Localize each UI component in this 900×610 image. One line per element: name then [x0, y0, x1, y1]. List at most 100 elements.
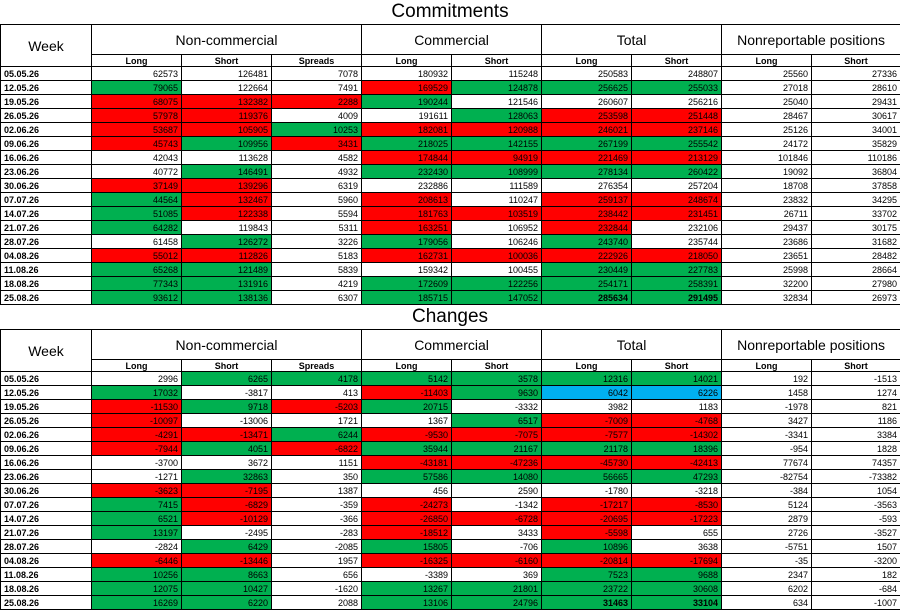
value-cell: 57978 [92, 109, 182, 123]
sub-header: Long [362, 55, 452, 67]
week-cell: 12.05.26 [1, 81, 92, 95]
value-cell: 3578 [452, 372, 542, 386]
value-cell: 108999 [452, 165, 542, 179]
value-cell: 256216 [632, 95, 722, 109]
value-cell: 13106 [362, 596, 452, 610]
sub-header: Long [92, 55, 182, 67]
value-cell: -8530 [632, 498, 722, 512]
value-cell: 21178 [542, 442, 632, 456]
value-cell: 61458 [92, 235, 182, 249]
value-cell: 278134 [542, 165, 632, 179]
value-cell: 218050 [632, 249, 722, 263]
value-cell: -684 [812, 582, 900, 596]
week-cell: 18.08.26 [1, 582, 92, 596]
value-cell: 181763 [362, 207, 452, 221]
week-header: Week [1, 330, 92, 372]
week-cell: 05.05.26 [1, 372, 92, 386]
value-cell: 6202 [722, 582, 812, 596]
value-cell: 253598 [542, 109, 632, 123]
value-cell: 32863 [182, 470, 272, 484]
value-cell: -706 [452, 540, 542, 554]
value-cell: 142155 [452, 137, 542, 151]
value-cell: 8663 [182, 568, 272, 582]
value-cell: 3433 [452, 526, 542, 540]
value-cell: 227783 [632, 263, 722, 277]
value-cell: 138136 [182, 291, 272, 305]
value-cell: -954 [722, 442, 812, 456]
value-cell: 28482 [812, 249, 900, 263]
value-cell: 56665 [542, 470, 632, 484]
value-cell: 3982 [542, 400, 632, 414]
week-header: Week [1, 25, 92, 67]
value-cell: 30617 [812, 109, 900, 123]
value-cell: -6728 [452, 512, 542, 526]
value-cell: 182 [812, 568, 900, 582]
value-cell: 36804 [812, 165, 900, 179]
value-cell: 1957 [272, 554, 362, 568]
sub-header: Short [632, 55, 722, 67]
value-cell: 7523 [542, 568, 632, 582]
value-cell: -3200 [812, 554, 900, 568]
value-cell: 122338 [182, 207, 272, 221]
value-cell: -3700 [92, 456, 182, 470]
value-cell: 257204 [632, 179, 722, 193]
value-cell: -6160 [452, 554, 542, 568]
value-cell: 15805 [362, 540, 452, 554]
value-cell: 23686 [722, 235, 812, 249]
week-cell: 28.07.26 [1, 235, 92, 249]
value-cell: 4219 [272, 277, 362, 291]
week-cell: 04.08.26 [1, 249, 92, 263]
value-cell: 110186 [812, 151, 900, 165]
value-cell: 35829 [812, 137, 900, 151]
value-cell: 5960 [272, 193, 362, 207]
week-cell: 02.06.26 [1, 428, 92, 442]
value-cell: -17694 [632, 554, 722, 568]
sub-header: Long [542, 360, 632, 372]
value-cell: 185715 [362, 291, 452, 305]
value-cell: 6521 [92, 512, 182, 526]
value-cell: 23651 [722, 249, 812, 263]
value-cell: 821 [812, 400, 900, 414]
value-cell: -17223 [632, 512, 722, 526]
value-cell: 109956 [182, 137, 272, 151]
value-cell: -7944 [92, 442, 182, 456]
value-cell: 5142 [362, 372, 452, 386]
value-cell: 33702 [812, 207, 900, 221]
value-cell: 238442 [542, 207, 632, 221]
commitments-table: Week Non-commercial Commercial Total Non… [0, 24, 900, 305]
value-cell: 111589 [452, 179, 542, 193]
sub-header: Short [812, 360, 900, 372]
value-cell: -16325 [362, 554, 452, 568]
commitments-title: Commitments [0, 0, 900, 24]
week-cell: 04.08.26 [1, 554, 92, 568]
value-cell: 259137 [542, 193, 632, 207]
week-cell: 16.06.26 [1, 151, 92, 165]
value-cell: 7491 [272, 81, 362, 95]
value-cell: -5203 [272, 400, 362, 414]
value-cell: 32834 [722, 291, 812, 305]
value-cell: 37858 [812, 179, 900, 193]
value-cell: -3527 [812, 526, 900, 540]
changes-table: Week Non-commercial Commercial Total Non… [0, 329, 900, 610]
value-cell: 110247 [452, 193, 542, 207]
week-cell: 14.07.26 [1, 512, 92, 526]
value-cell: 634 [722, 596, 812, 610]
value-cell: 33104 [632, 596, 722, 610]
value-cell: 6265 [182, 372, 272, 386]
value-cell: 243740 [542, 235, 632, 249]
value-cell: -20814 [542, 554, 632, 568]
value-cell: 1507 [812, 540, 900, 554]
value-cell: 232886 [362, 179, 452, 193]
value-cell: 100036 [452, 249, 542, 263]
value-cell: 30175 [812, 221, 900, 235]
value-cell: 17032 [92, 386, 182, 400]
week-cell: 11.08.26 [1, 263, 92, 277]
value-cell: -14302 [632, 428, 722, 442]
value-cell: 27336 [812, 67, 900, 81]
